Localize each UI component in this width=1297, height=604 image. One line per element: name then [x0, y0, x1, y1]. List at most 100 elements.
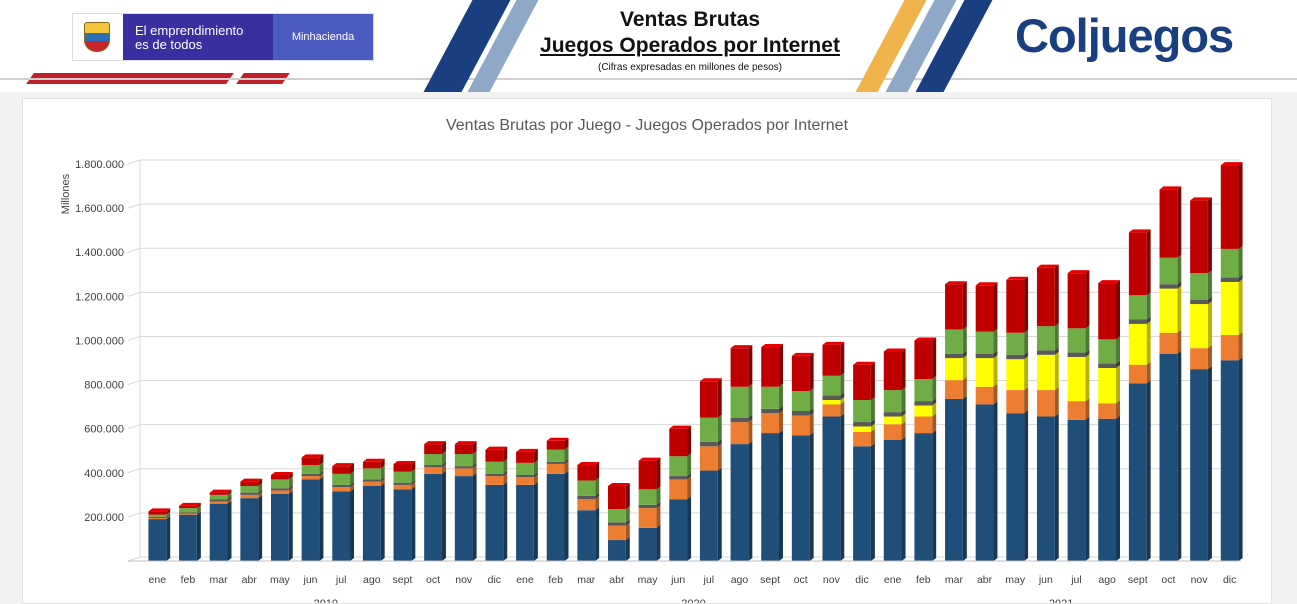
bar-segment: [791, 415, 810, 436]
bar-segment: [546, 440, 565, 450]
bar-segment-side: [932, 376, 937, 402]
x-tick-label: dic: [1223, 574, 1236, 586]
bar-segment-side: [656, 524, 661, 561]
bar-segment: [699, 417, 718, 442]
x-tick-label: mar: [945, 574, 964, 586]
bar-segment: [362, 479, 381, 482]
bar-segment: [454, 466, 473, 469]
page-subtitle-title: Juegos Operados por Internet: [540, 34, 840, 57]
bar-segment-side: [809, 432, 814, 561]
bar-segment-side: [166, 516, 171, 561]
bar-segment-side: [1024, 329, 1029, 355]
bar-segment: [822, 344, 841, 376]
government-logo[interactable]: El emprendimiento es de todos Minhaciend…: [72, 13, 374, 61]
x-tick-label: oct: [426, 574, 440, 586]
bar-segment: [1006, 332, 1025, 355]
bar-segment: [270, 488, 289, 491]
bar-segment-side: [411, 460, 416, 472]
bar-top-face: [914, 337, 937, 341]
bar-segment-side: [564, 460, 569, 474]
bar-segment: [1067, 419, 1086, 561]
bar-segment: [362, 481, 381, 487]
bar-segment-side: [1085, 416, 1090, 561]
bar-top-face: [179, 502, 201, 506]
bar-segment-side: [870, 419, 875, 427]
bar-segment: [1098, 363, 1117, 369]
bar-segment: [301, 465, 320, 474]
stacked-bar-chart: Ventas Brutas por Juego - Juegos Operado…: [60, 117, 1243, 603]
bar-segment: [1220, 334, 1239, 361]
bar-segment: [638, 527, 657, 561]
bar-segment-side: [472, 451, 477, 467]
bar-segment-side: [1238, 274, 1243, 282]
bar-segment-side: [625, 519, 630, 526]
bar-segment-side: [1177, 285, 1182, 333]
bar-segment: [516, 474, 534, 478]
bar-segment: [1128, 232, 1147, 296]
bar-segment: [179, 512, 197, 514]
bar-segment-side: [993, 328, 998, 354]
bar-segment-side: [748, 441, 753, 561]
bar-segment-side: [1177, 350, 1182, 561]
y-tick-label: 400.000: [84, 468, 124, 480]
bar-top-face: [577, 462, 600, 466]
bar-segment: [669, 499, 688, 561]
bar-segment-side: [748, 414, 753, 423]
coljuegos-logo[interactable]: Coljuegos: [1015, 9, 1234, 62]
bar-segment-side: [503, 470, 508, 477]
bar-segment: [1190, 273, 1208, 300]
bar-segment: [1220, 248, 1239, 278]
bar-segment-side: [778, 430, 783, 561]
bar-segment: [791, 411, 810, 416]
bar-segment-side: [901, 387, 906, 413]
bar-segment-side: [840, 341, 845, 376]
gridline-depth: [127, 380, 141, 386]
bar-top-face: [975, 282, 998, 286]
bar-segment: [1067, 328, 1086, 353]
gridline-depth: [127, 203, 141, 209]
bar-segment: [270, 493, 289, 561]
bar-segment: [332, 484, 351, 488]
bar-segment: [577, 510, 596, 561]
bar-top-face: [853, 361, 875, 365]
bar-segment-side: [288, 490, 293, 561]
bar-segment: [546, 461, 565, 464]
bar-segment-side: [993, 350, 998, 359]
bar-segment-side: [380, 465, 385, 480]
bar-segment-side: [932, 430, 937, 561]
bar-top-face: [669, 425, 692, 429]
bar-segment-side: [319, 476, 324, 561]
bar-segment-side: [1054, 351, 1059, 391]
bar-segment: [1006, 413, 1025, 561]
bar-segment: [209, 499, 228, 502]
bar-segment: [393, 471, 412, 483]
bar-segment: [608, 486, 626, 510]
page-units-note: (Cifras expresadas en millones de pesos): [598, 62, 782, 73]
bar-segment: [240, 494, 259, 499]
bar-segment-side: [778, 344, 783, 387]
bar-top-face: [270, 471, 293, 475]
bar-segment-side: [441, 451, 446, 466]
bar-segment-side: [441, 464, 446, 474]
bar-segment-side: [564, 470, 569, 561]
bar-segment: [1036, 416, 1055, 561]
bar-segment-side: [564, 437, 569, 450]
bar-segment-side: [809, 352, 814, 392]
bar-segment: [240, 486, 259, 493]
bar-segment-side: [258, 483, 263, 493]
y-axis-label: Millones: [60, 173, 72, 214]
bar-segment-side: [1054, 323, 1059, 351]
bar-segment-side: [258, 491, 263, 499]
bar-segment-side: [196, 509, 201, 514]
bar-segment: [730, 348, 749, 387]
bar-segment-side: [227, 500, 232, 561]
bar-segment: [883, 439, 902, 561]
bar-segment: [332, 473, 351, 485]
bar-segment-side: [1085, 398, 1090, 420]
bar-segment-side: [778, 383, 783, 409]
bar-segment-side: [962, 395, 967, 561]
bar-segment: [148, 514, 167, 517]
bar-top-face: [362, 458, 385, 462]
bar-segment: [301, 476, 320, 480]
bar-segment: [791, 435, 810, 561]
